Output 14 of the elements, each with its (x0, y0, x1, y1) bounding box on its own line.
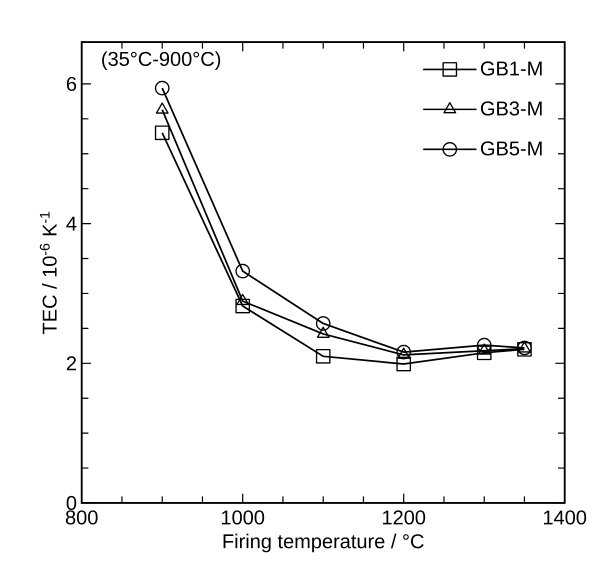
y-axis-title: TEC / 10$^{-6}$ K$^{-1}$ (40, 212, 57, 334)
y-tick-label: 2 (66, 356, 76, 370)
annotation: (35°C-900°C) (102, 51, 220, 70)
legend-label: GB1-M (480, 61, 542, 76)
y-tick-label: 4 (66, 216, 76, 230)
x-tick-label: 1200 (382, 510, 426, 525)
x-tick-label: 1400 (544, 510, 586, 525)
x-axis-title: Firing temperature / °C (224, 534, 424, 552)
legend-label: GB3-M (480, 101, 542, 116)
x-tick-label: 800 (66, 510, 98, 525)
x-tick-label: 1000 (222, 510, 264, 525)
y-tick-label: 6 (66, 76, 76, 91)
y-tick-label: 0 (66, 496, 76, 510)
legend-label: GB5-M (480, 141, 542, 156)
